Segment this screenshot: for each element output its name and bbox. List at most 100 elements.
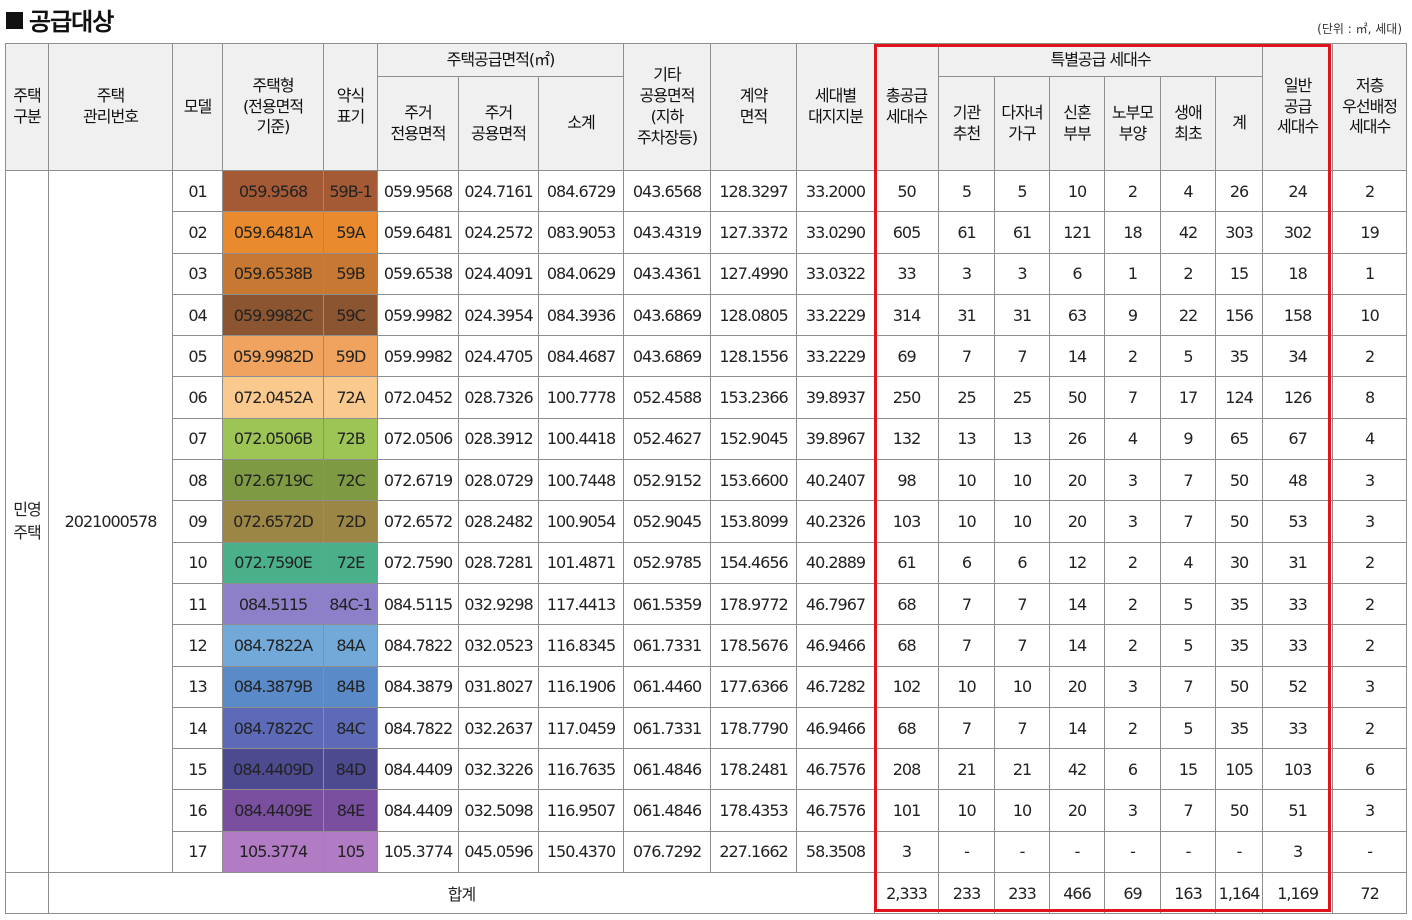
special-total-cell: 50 xyxy=(1215,500,1264,543)
contract-area-cell: 128.1556 xyxy=(710,335,798,378)
low-floor-cell: 2 xyxy=(1332,541,1408,584)
elderly-parent-cell: 7 xyxy=(1104,376,1162,419)
institution-cell: - xyxy=(938,830,996,874)
table-row: 05 059.9982D 59D 059.9982 024.4705 084.4687 04… xyxy=(6,335,1408,378)
general-supply-cell: 158 xyxy=(1262,293,1334,337)
totals-institution-cell: 233 xyxy=(938,872,996,915)
other-common-cell: 043.4319 xyxy=(623,211,712,254)
elderly-parent-cell: 2 xyxy=(1104,541,1162,584)
subtotal-cell: 084.6729 xyxy=(537,169,625,213)
newlywed-cell: 12 xyxy=(1049,541,1106,584)
newlywed-cell: 42 xyxy=(1049,748,1106,791)
contract-area-cell: 153.6600 xyxy=(710,459,798,502)
table-row: 민영 주택 2021000578 01 059.9568 59B-1 059.9568 024… xyxy=(5,169,1408,874)
excl-area-cell: 072.6572 xyxy=(377,500,459,543)
elderly-parent-cell: 18 xyxy=(1104,211,1162,254)
multichild-cell: 7 xyxy=(994,335,1051,378)
abbr-cell: 72A xyxy=(323,376,378,419)
supply-table-body: 민영 주택 2021000578 01 059.9568 59B-1 059.9568 024… xyxy=(5,169,1408,915)
common-area-cell: 028.7326 xyxy=(458,376,539,419)
general-supply-cell: 302 xyxy=(1262,211,1334,254)
totals-multichild-cell: 233 xyxy=(994,872,1051,915)
multichild-cell: 10 xyxy=(994,665,1051,708)
special-total-cell: - xyxy=(1215,830,1264,874)
header-special-total: 계 xyxy=(1215,76,1264,171)
first-life-cell: 22 xyxy=(1160,293,1217,337)
housing-type-cell: 072.0452A xyxy=(222,376,324,419)
excl-area-cell: 084.4409 xyxy=(377,789,459,832)
low-floor-cell: - xyxy=(1332,830,1408,874)
first-life-cell: 5 xyxy=(1160,624,1217,667)
subtotal-cell: 083.9053 xyxy=(537,211,625,254)
general-supply-cell: 48 xyxy=(1262,459,1334,502)
housing-type-cell: 084.4409E xyxy=(222,789,324,832)
excl-area-cell: 072.0452 xyxy=(377,376,459,419)
section-title-text: 공급대상 xyxy=(29,8,114,36)
multichild-cell: 31 xyxy=(994,293,1051,337)
land-share-cell: 33.2229 xyxy=(796,335,876,378)
model-cell: 03 xyxy=(172,252,223,295)
housing-type-cell: 084.7822A xyxy=(222,624,324,667)
header-model: 모델 xyxy=(172,43,223,171)
total-supply-cell: 61 xyxy=(874,541,940,584)
abbr-cell: 72C xyxy=(323,459,378,502)
special-total-cell: 26 xyxy=(1215,169,1264,213)
table-row: 11 084.5115 84C-1 084.5115 032.9298 117.4413 0… xyxy=(6,582,1408,626)
header-abbr: 약식 표기 xyxy=(323,43,378,171)
first-life-cell: 17 xyxy=(1160,376,1217,419)
total-supply-cell: 101 xyxy=(874,789,940,832)
general-supply-cell: 33 xyxy=(1262,582,1334,626)
model-cell: 15 xyxy=(172,748,223,791)
low-floor-cell: 3 xyxy=(1332,789,1408,832)
special-total-cell: 15 xyxy=(1215,252,1264,295)
first-life-cell: 7 xyxy=(1160,500,1217,543)
totals-general-supply-cell: 1,169 xyxy=(1262,872,1334,915)
contract-area-cell: 153.8099 xyxy=(710,500,798,543)
land-share-cell: 39.8967 xyxy=(796,417,876,461)
other-common-cell: 061.4460 xyxy=(623,665,712,708)
housing-type-cell: 072.0506B xyxy=(222,417,324,461)
elderly-parent-cell: 2 xyxy=(1104,169,1162,213)
multichild-cell: 7 xyxy=(994,582,1051,626)
multichild-cell: 25 xyxy=(994,376,1051,419)
institution-cell: 10 xyxy=(938,789,996,832)
special-total-cell: 105 xyxy=(1215,748,1264,791)
subtotal-cell: 150.4370 xyxy=(537,830,625,874)
elderly-parent-cell: - xyxy=(1104,830,1162,874)
special-total-cell: 35 xyxy=(1215,706,1264,750)
special-total-cell: 35 xyxy=(1215,624,1264,667)
square-bullet-icon xyxy=(6,12,23,29)
first-life-cell: 42 xyxy=(1160,211,1217,254)
contract-area-cell: 227.1662 xyxy=(710,830,798,874)
housing-type-cell: 072.6719C xyxy=(222,459,324,502)
header-institution: 기관 추천 xyxy=(938,76,996,171)
contract-area-cell: 178.5676 xyxy=(710,624,798,667)
land-share-cell: 46.7282 xyxy=(796,665,876,708)
header-row-2: 주거 전용면적 주거 공용면적 소계 기관 추천 다자녀 가구 신혼 부부 노부모 부양 생… xyxy=(6,76,1407,171)
total-supply-cell: 605 xyxy=(874,211,940,254)
low-floor-cell: 2 xyxy=(1332,624,1408,667)
land-share-cell: 46.7967 xyxy=(796,582,876,626)
contract-area-cell: 178.2481 xyxy=(710,748,798,791)
excl-area-cell: 084.7822 xyxy=(377,706,459,750)
elderly-parent-cell: 2 xyxy=(1104,706,1162,750)
table-row: 08 072.6719C 72C 072.6719 028.0729 100.7448 05… xyxy=(6,459,1408,502)
total-supply-cell: 50 xyxy=(874,169,940,213)
land-share-cell: 46.7576 xyxy=(796,748,876,791)
excl-area-cell: 084.3879 xyxy=(377,665,459,708)
institution-cell: 3 xyxy=(938,252,996,295)
newlywed-cell: 121 xyxy=(1049,211,1106,254)
total-supply-cell: 132 xyxy=(874,417,940,461)
model-cell: 10 xyxy=(172,541,223,584)
model-cell: 17 xyxy=(172,830,223,874)
common-area-cell: 024.4091 xyxy=(458,252,539,295)
model-cell: 09 xyxy=(172,500,223,543)
newlywed-cell: 63 xyxy=(1049,293,1106,337)
subtotal-cell: 116.9507 xyxy=(537,789,625,832)
first-life-cell: 7 xyxy=(1160,459,1217,502)
model-cell: 16 xyxy=(172,789,223,832)
common-area-cell: 028.7281 xyxy=(458,541,539,584)
subtotal-cell: 100.4418 xyxy=(537,417,625,461)
total-supply-cell: 314 xyxy=(874,293,940,337)
totals-first-life-cell: 163 xyxy=(1160,872,1217,915)
